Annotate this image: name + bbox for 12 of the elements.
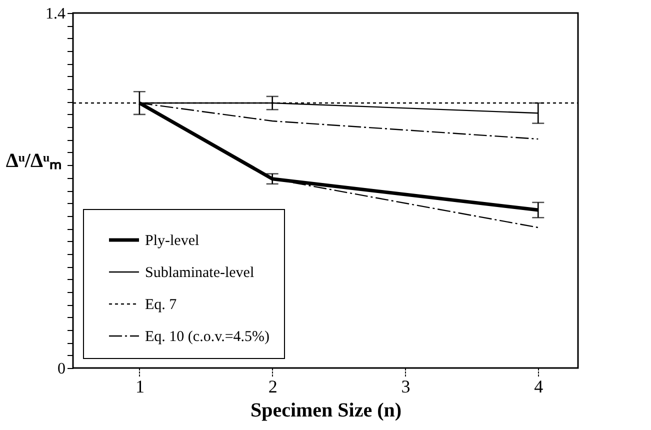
y-tick-label: 1.4 <box>46 6 66 22</box>
legend-label: Ply-level <box>145 233 200 249</box>
x-tick-label: 4 <box>534 376 544 396</box>
legend-label: Eq. 7 <box>145 297 178 313</box>
x-tick-label: 2 <box>268 376 278 396</box>
legend-label: Eq. 10 (c.o.v.=4.5%) <box>145 329 270 345</box>
y-tick-label: 0 <box>58 360 66 378</box>
legend-label: Sublaminate-level <box>145 265 254 281</box>
x-axis-title: Specimen Size (n) <box>250 400 402 422</box>
y-axis-title: Δᵘ/Δᵘₘ <box>6 150 62 172</box>
x-tick-label: 3 <box>401 376 410 396</box>
x-tick-label: 1 <box>135 376 144 396</box>
